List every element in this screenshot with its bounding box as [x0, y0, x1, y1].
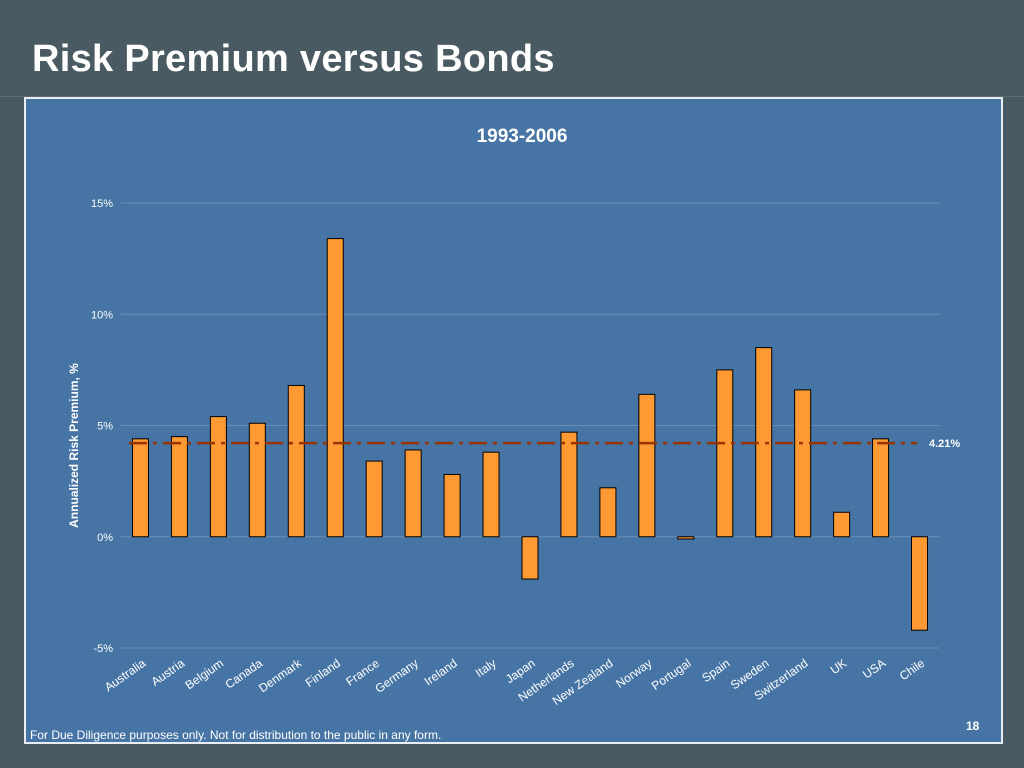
bar-chile	[911, 536, 929, 631]
y-axis-ticks: 15% 10% 5% 0% -5%	[91, 198, 113, 655]
bar-germany	[404, 449, 422, 538]
bar-france	[365, 460, 383, 538]
gridlines	[121, 202, 939, 649]
x-category-label: Norway	[613, 656, 654, 691]
bars	[131, 238, 929, 631]
x-category-label: Italy	[473, 656, 499, 680]
x-category-label: Portugal	[649, 656, 694, 693]
bar-new-zealand	[599, 487, 617, 538]
x-category-label: USA	[860, 656, 888, 682]
x-category-label: Austria	[149, 656, 188, 689]
bar-japan	[521, 536, 539, 580]
bar-spain	[716, 369, 734, 538]
bar-australia	[131, 438, 149, 538]
bar-switzerland	[794, 389, 812, 538]
y-axis-label: Annualized Risk Premium, %	[67, 363, 81, 528]
average-reference-label: 4.21%	[929, 438, 960, 450]
slide-title: Risk Premium versus Bonds	[32, 38, 555, 80]
bar-belgium	[209, 416, 227, 538]
x-category-label: Denmark	[256, 655, 305, 695]
x-category-label: Chile	[897, 656, 928, 683]
x-axis-labels: Australia AustriaBelgiumCanadaDenmarkFinl…	[102, 655, 928, 708]
bar-austria	[170, 436, 188, 538]
bar-italy	[482, 451, 500, 538]
bar-chart: 1993-2006 15% 10% 5% 0% -5% Australia Austria…	[67, 126, 960, 708]
bar-uk	[833, 511, 851, 538]
bar-portugal	[677, 536, 695, 540]
bar-netherlands	[560, 431, 578, 538]
page-number: 18	[966, 719, 980, 733]
bar-finland	[326, 238, 344, 538]
y-tick-label: -5%	[93, 643, 113, 655]
bar-usa	[872, 438, 890, 538]
chart-panel: 1993-2006 15% 10% 5% 0% -5% Australia Austria…	[24, 97, 1003, 744]
x-category-label: UK	[828, 656, 850, 677]
y-tick-label: 5%	[97, 421, 113, 433]
x-category-label: Australia	[102, 656, 149, 694]
x-category-label: Belgium	[183, 656, 227, 692]
disclaimer-footer: For Due Diligence purposes only. Not for…	[30, 728, 442, 742]
y-tick-label: 10%	[91, 309, 113, 321]
chart-title: 1993-2006	[477, 126, 568, 147]
bar-canada	[248, 422, 266, 538]
x-category-label: Ireland	[422, 656, 460, 689]
title-divider	[0, 96, 1024, 97]
x-category-label: Finland	[303, 656, 343, 690]
x-category-label: Germany	[372, 656, 420, 696]
y-tick-label: 0%	[97, 532, 113, 544]
bar-norway	[638, 393, 656, 538]
y-tick-label: 15%	[91, 198, 113, 210]
bar-ireland	[443, 473, 461, 538]
bar-denmark	[287, 384, 305, 538]
